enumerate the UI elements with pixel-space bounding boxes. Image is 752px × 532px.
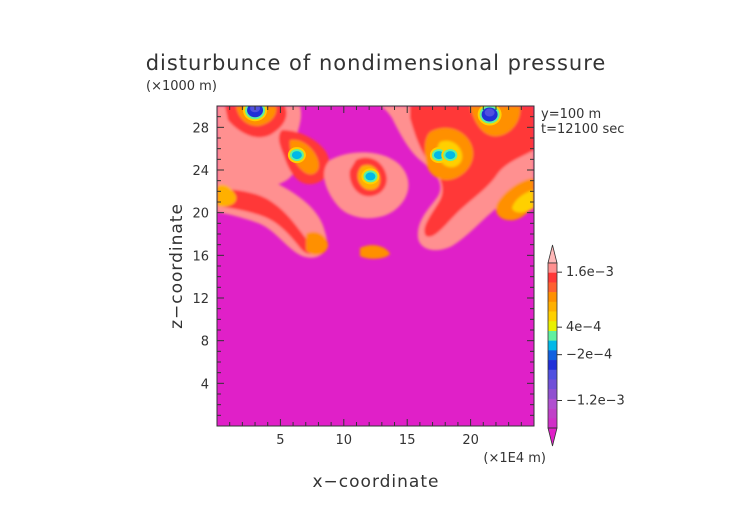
feature-left-arm — [217, 184, 237, 207]
colorbar-segment — [548, 330, 557, 341]
x-axis-label: x−coordinate — [313, 472, 440, 492]
y-tick-label: 28 — [192, 121, 209, 136]
field-bands — [217, 106, 534, 426]
colorbar-segment — [548, 389, 557, 400]
y-tick-label: 20 — [192, 207, 209, 222]
x-tick-label: 20 — [462, 433, 479, 448]
feature-low-blob-2 — [360, 245, 390, 259]
colorbar-label: −2e−4 — [566, 348, 612, 363]
x-tick-label: 5 — [276, 433, 284, 448]
y-axis-label: z−coordinate — [167, 203, 187, 329]
colorbar-segment — [548, 408, 557, 419]
y-unit-label: (×1000 m) — [146, 79, 217, 94]
extrema-core — [445, 151, 456, 160]
x-axis-ticks: 5 10 15 20 — [229, 106, 522, 448]
colorbar-segment — [548, 379, 557, 390]
colorbar — [547, 244, 558, 447]
feature-right-edge-yellow — [512, 190, 534, 213]
extrema-core — [365, 172, 376, 181]
colorbar-label: 4e−4 — [566, 320, 601, 335]
y-axis-ticks: 4 8 12 16 20 24 28 — [192, 116, 534, 416]
extrema-core — [291, 151, 302, 160]
y-tick-label: 16 — [192, 249, 209, 264]
y-tick-label: 8 — [201, 335, 209, 350]
x-tick-label: 15 — [399, 433, 416, 448]
colorbar-segment — [548, 321, 557, 332]
colorbar-segment — [548, 340, 557, 351]
colorbar-extend-min — [547, 427, 558, 447]
feature-low-blob-1 — [306, 231, 328, 255]
y-tick-label: 12 — [192, 292, 209, 307]
colorbar-segment — [548, 360, 557, 371]
feature-left-mid-red — [217, 188, 315, 254]
colorbar-extend-max — [547, 244, 558, 264]
annotation-y: y=100 m — [541, 107, 601, 122]
y-tick-label: 4 — [201, 377, 209, 392]
colorbar-segment — [548, 292, 557, 303]
colorbar-frame — [547, 262, 558, 429]
chart-title: disturbunce of nondimensional pressure — [146, 51, 607, 75]
extrema-core — [484, 108, 495, 117]
colorbar-segment — [548, 301, 557, 312]
colorbar-segment — [548, 369, 557, 380]
upper-features — [217, 106, 534, 259]
colorbar-label: −1.2e−3 — [566, 394, 625, 409]
colorbar-labels: 1.6e−3 4e−4 −2e−4 −1.2e−3 — [557, 265, 625, 409]
colorbar-label: 1.6e−3 — [566, 265, 614, 280]
colorbar-segment — [548, 398, 557, 409]
y-tick-label: 24 — [192, 164, 209, 179]
plot-area — [217, 106, 534, 426]
x-unit-label: (×1E4 m) — [483, 451, 546, 466]
colorbar-segment — [548, 350, 557, 361]
extrema-core — [433, 151, 444, 160]
colorbar-segment — [548, 282, 557, 293]
colorbar-segment — [548, 418, 557, 429]
colorbar-segment — [548, 311, 557, 322]
extrema-cells — [243, 106, 502, 185]
colorbar-segment — [548, 263, 557, 274]
x-tick-label: 10 — [336, 433, 353, 448]
annotation-t: t=12100 sec — [541, 122, 624, 137]
colorbar-segment — [548, 272, 557, 283]
